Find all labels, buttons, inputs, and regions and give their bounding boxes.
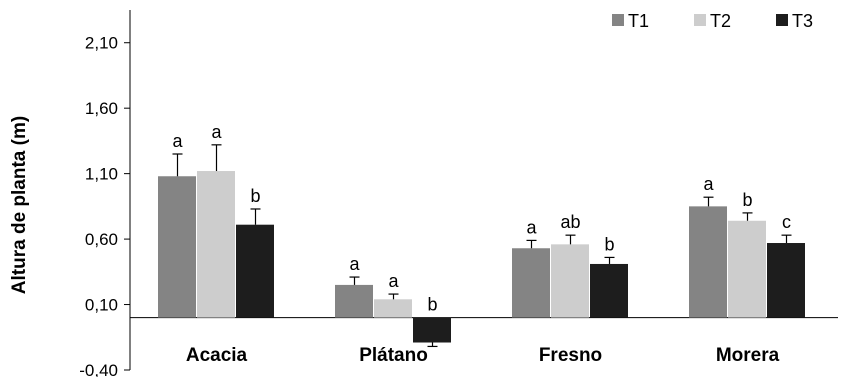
bar-t2 [551,244,589,318]
category-labels: Acacia Plátano Fresno Morera [186,345,780,366]
bar-t2 [374,299,412,318]
significance-label: a [703,174,714,194]
legend-label: T3 [792,11,813,31]
significance-label: b [604,234,614,254]
bar-t3 [236,224,274,318]
bar-t2 [197,171,235,318]
y-tick-label: 2,10 [85,34,118,53]
significance-label: a [211,122,222,142]
bar-t1 [335,284,373,318]
significance-label: b [742,190,752,210]
y-tick-label: 0,10 [85,296,118,315]
bar-t3 [413,317,451,343]
category-label: Acacia [186,345,248,366]
legend: T1 T2 T3 [612,11,813,31]
bar-t1 [158,176,196,318]
y-tick-label: 1,10 [85,165,118,184]
bar-t1 [512,248,550,318]
category-label: Morera [716,345,780,366]
y-tick-label: 0,60 [85,230,118,249]
legend-label: T2 [710,11,731,31]
y-tick-label: -0,40 [79,361,118,377]
y-tick-label: 1,60 [85,99,118,118]
significance-label: a [172,131,183,151]
significance-label: b [427,295,437,315]
significance-label: c [782,212,791,232]
legend-swatch-t2 [694,14,706,26]
legend-swatch-t3 [776,14,788,26]
bar-t3 [767,243,805,318]
bar-t2 [728,220,766,318]
bar-t3 [590,263,628,318]
significance-label: b [250,186,260,206]
significance-label: a [349,254,360,274]
legend-label: T1 [628,11,649,31]
bar-t1 [689,206,727,318]
y-axis: 2,10 1,60 1,10 0,60 0,10 -0,40 [79,10,838,377]
significance-label: a [388,271,399,291]
category-label: Plátano [359,345,428,366]
legend-swatch-t1 [612,14,624,26]
y-axis-label: Altura de planta (m) [9,116,30,294]
category-label: Fresno [539,345,602,366]
significance-label: ab [560,212,580,232]
significance-label: a [526,217,537,237]
